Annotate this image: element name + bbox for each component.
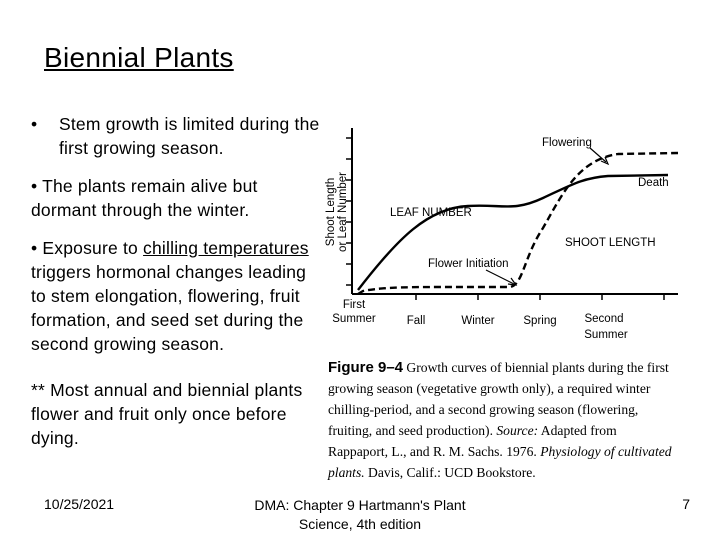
bullet-list: • Stem growth is limited during the firs… [31,112,321,450]
figure-caption-source-label: Source: [496,423,539,438]
x-label-winter: Winter [461,315,494,327]
flower-initiation-arrow-head [507,277,518,286]
growth-curve-figure: Shoot Length or Leaf Number LEAF NUMBER … [325,128,679,341]
x-label-first: First [343,299,366,311]
x-axis-ticks [415,294,665,300]
figure-caption-end: Davis, Calif.: UCD Bookstore. [364,465,536,480]
death-label: Death [638,177,669,189]
shoot-length-label: SHOOT LENGTH [565,237,656,249]
bullet-stem-growth-text: Stem growth is limited during the first … [59,114,320,158]
figure-caption-journal: Physiology of cultivated plants. [328,444,672,480]
x-label-fall: Fall [407,315,426,327]
bullet-chilling-suffix: triggers hormonal changes leading to ste… [31,262,307,354]
figure-caption-label: Figure 9–4 [328,359,404,376]
flowering-arrow-head [600,156,610,166]
shoot-length-curve [357,151,679,296]
x-axis-labels: First Summer Fall Winter Spring Second S… [332,299,628,341]
y-axis-label: Shoot Length or Leaf Number [325,172,349,252]
page-number: 7 [682,496,690,512]
bullet-dormant: • The plants remain alive but dormant th… [31,176,258,220]
figure-caption: Figure 9–4 Growth curves of biennial pla… [328,357,673,483]
flower-initiation-label: Flower Initiation [428,258,509,270]
leaf-number-curve [357,173,669,291]
figure-caption-source-text: Adapted from Rappaport, L., and R. M. Sa… [328,423,617,459]
x-label-first-summer: Summer [332,313,376,325]
y-axis-ticks [346,137,352,286]
bullet-chilling: • Exposure to chilling temperatures trig… [31,236,321,356]
figure-caption-text: Growth curves of biennial plants during … [328,360,669,438]
y-axis-label-line2: or Leaf Number [337,172,349,252]
bullet-chilling-prefix: • Exposure to [31,238,144,258]
x-label-second: Second [584,313,623,325]
flowering-arrow [589,147,607,163]
note-annual-biennial: ** Most annual and biennial plants flowe… [31,380,303,448]
footer-date: 10/25/2021 [44,496,115,512]
chilling-temperatures-term: chilling temperatures [143,238,309,258]
footer-source: DMA: Chapter 9 Hartmann's Plant Science,… [254,497,466,532]
bullet-stem-growth: • Stem growth is limited during the firs… [31,112,321,160]
y-axis-label-line1: Shoot Length [325,178,337,246]
x-label-second-summer: Summer [584,329,628,341]
flower-initiation-arrow [485,269,515,285]
x-label-spring: Spring [523,315,556,327]
leaf-number-label: LEAF NUMBER [390,207,472,219]
bullet-dot: • [31,114,38,134]
flowering-label: Flowering [542,137,592,149]
slide-title: Biennial Plants [44,42,234,73]
